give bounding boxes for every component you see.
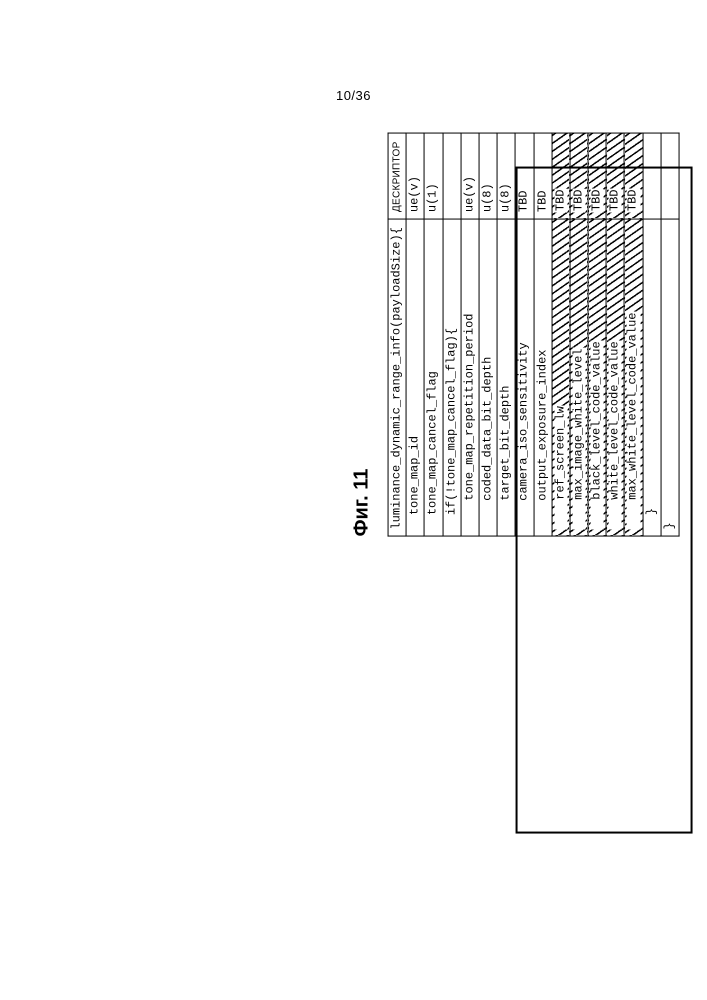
cell-syntax: black_level_code_value [588,219,606,536]
table-header-row: luminance_dynamic_range_info(payloadSize… [388,133,406,536]
table-row: black_level_code_valueTBD [588,133,606,536]
cell-descriptor [643,133,661,219]
cell-descriptor: u(1) [424,133,442,219]
table-row: tone_map_cancel_flagu(1) [424,133,442,536]
table-row: ref_screen_lwTBD [552,133,570,536]
table-row: } [661,133,679,536]
cell-syntax: target_bit_depth [497,219,515,536]
table-row: white_level_code_valueTBD [606,133,624,536]
page-number: 10/36 [336,88,371,103]
table-row: camera_iso_sensitivityTBD [515,133,533,536]
cell-descriptor: TBD [534,133,552,219]
header-col1: luminance_dynamic_range_info(payloadSize… [388,219,406,536]
header-col2: ДЕСКРИПТОР [388,133,406,219]
syntax-table: luminance_dynamic_range_info(payloadSize… [388,132,680,536]
table-row: target_bit_depthu(8) [497,133,515,536]
table-row: tone_map_idue(v) [406,133,424,536]
cell-syntax: tone_map_repetition_period [461,219,479,536]
cell-descriptor: TBD [606,133,624,219]
table-row: if(!tone_map_cancel_flag){ [443,133,461,536]
table-row: coded_data_bit_depthu(8) [479,133,497,536]
cell-descriptor: ue(v) [461,133,479,219]
cell-descriptor [443,133,461,219]
table-row: } [643,133,661,536]
cell-syntax: max_image_white_level [570,219,588,536]
cell-syntax: } [661,219,679,536]
cell-syntax: white_level_code_value [606,219,624,536]
table-body: tone_map_idue(v) tone_map_cancel_flagu(1… [406,133,679,536]
cell-syntax: output_exposure_index [534,219,552,536]
cell-descriptor [661,133,679,219]
cell-syntax: tone_map_id [406,219,424,536]
cell-syntax: camera_iso_sensitivity [515,219,533,536]
cell-descriptor: TBD [588,133,606,219]
table-row: max_white_level_code_valueTBD [624,133,642,536]
table-row: max_image_white_levelTBD [570,133,588,536]
cell-syntax: max_white_level_code_value [624,219,642,536]
rotated-figure: Фиг. 11 luminance_dynamic_range_info(pay… [351,132,680,536]
cell-descriptor: TBD [570,133,588,219]
cell-descriptor: TBD [552,133,570,219]
figure-label: Фиг. 11 [351,132,374,536]
table-row: tone_map_repetition_periodue(v) [461,133,479,536]
cell-syntax: if(!tone_map_cancel_flag){ [443,219,461,536]
cell-descriptor: TBD [624,133,642,219]
cell-syntax: } [643,219,661,536]
cell-descriptor: TBD [515,133,533,219]
table-row: output_exposure_indexTBD [534,133,552,536]
cell-descriptor: ue(v) [406,133,424,219]
cell-descriptor: u(8) [497,133,515,219]
cell-syntax: coded_data_bit_depth [479,219,497,536]
cell-syntax: tone_map_cancel_flag [424,219,442,536]
cell-syntax: ref_screen_lw [552,219,570,536]
cell-descriptor: u(8) [479,133,497,219]
